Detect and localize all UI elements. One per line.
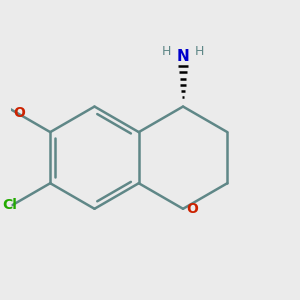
Text: O: O [186, 202, 198, 216]
Text: N: N [177, 50, 189, 64]
Text: H: H [195, 45, 204, 58]
Text: Cl: Cl [3, 198, 17, 212]
Text: H: H [162, 45, 171, 58]
Text: O: O [14, 106, 26, 120]
